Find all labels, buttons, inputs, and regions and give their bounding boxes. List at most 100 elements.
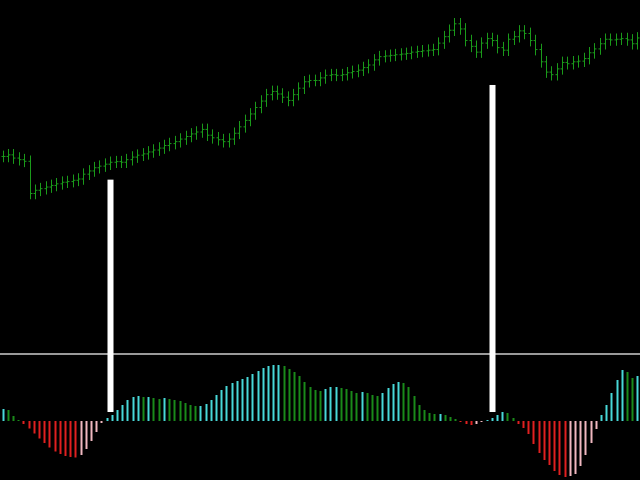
price-bar bbox=[625, 32, 630, 46]
price-bar bbox=[17, 152, 22, 166]
price-bar bbox=[296, 82, 301, 101]
price-bar bbox=[431, 43, 436, 56]
price-bar bbox=[587, 46, 592, 65]
price-bar bbox=[275, 85, 280, 100]
price-bar bbox=[97, 160, 102, 174]
price-bar bbox=[361, 61, 366, 76]
price-bar bbox=[479, 37, 484, 58]
price-bar bbox=[205, 123, 210, 142]
price-bar bbox=[167, 137, 172, 152]
signal-marker bbox=[489, 84, 496, 412]
price-bar bbox=[119, 155, 124, 169]
price-bar bbox=[415, 45, 420, 58]
price-bar bbox=[452, 18, 457, 37]
price-bar bbox=[189, 128, 194, 143]
price-bar bbox=[372, 54, 377, 71]
signal-marker bbox=[107, 179, 114, 412]
price-bar bbox=[227, 133, 232, 148]
price-bar bbox=[533, 34, 538, 56]
price-bar bbox=[399, 48, 404, 61]
price-bar bbox=[329, 68, 334, 82]
price-bar bbox=[243, 114, 248, 133]
price-bar bbox=[474, 40, 479, 58]
price-bar bbox=[124, 153, 129, 169]
price-bar bbox=[485, 32, 490, 49]
price-bar bbox=[393, 48, 398, 62]
price-bar bbox=[1, 150, 6, 163]
price-bar bbox=[157, 142, 162, 156]
price-bar bbox=[630, 34, 635, 50]
price-bar bbox=[544, 55, 549, 78]
signal-markers bbox=[107, 84, 496, 412]
price-bar bbox=[592, 43, 597, 59]
price-bar bbox=[87, 165, 92, 180]
price-bar bbox=[44, 181, 49, 195]
price-bars bbox=[1, 18, 640, 200]
price-bar bbox=[33, 184, 38, 200]
price-bar bbox=[436, 37, 441, 56]
price-bar bbox=[216, 131, 221, 146]
price-bar bbox=[539, 43, 544, 68]
price-bar bbox=[253, 101, 258, 120]
price-bar bbox=[38, 182, 43, 197]
price-bar bbox=[49, 179, 54, 193]
price-bar bbox=[71, 174, 76, 188]
price-bar bbox=[237, 121, 242, 140]
price-bar bbox=[447, 24, 452, 43]
price-bar bbox=[463, 23, 468, 47]
price-bar bbox=[404, 47, 409, 60]
price-bar bbox=[549, 66, 554, 81]
price-bar bbox=[130, 151, 135, 166]
price-bar bbox=[194, 126, 199, 140]
price-bar bbox=[92, 161, 97, 177]
price-bar bbox=[60, 176, 65, 190]
price-bar bbox=[318, 72, 323, 87]
price-bar bbox=[576, 55, 581, 68]
price-bar bbox=[28, 155, 33, 200]
price-bar bbox=[383, 50, 388, 63]
price-bar bbox=[571, 55, 576, 70]
price-bar bbox=[388, 49, 393, 62]
price-bar bbox=[232, 127, 237, 145]
price-bar bbox=[323, 69, 328, 84]
price-bar bbox=[560, 56, 565, 75]
price-bar bbox=[517, 25, 522, 43]
price-bar bbox=[313, 74, 318, 87]
price-bar bbox=[81, 168, 86, 185]
price-bar bbox=[614, 33, 619, 46]
price-bar bbox=[469, 34, 474, 53]
price-bar bbox=[162, 139, 167, 154]
price-bar bbox=[11, 149, 16, 164]
price-bar bbox=[264, 88, 269, 107]
price-bar bbox=[291, 88, 296, 107]
price-bar bbox=[350, 65, 355, 79]
price-bar bbox=[280, 88, 285, 104]
price-bar bbox=[286, 91, 291, 107]
price-bar bbox=[555, 63, 560, 81]
price-bar bbox=[635, 32, 640, 50]
price-bar bbox=[200, 123, 205, 138]
price-bar bbox=[151, 144, 156, 158]
price-bar bbox=[146, 146, 151, 160]
price-bar bbox=[259, 95, 264, 114]
price-bar bbox=[603, 33, 608, 50]
price-bar bbox=[420, 45, 425, 58]
price-bar bbox=[356, 64, 361, 78]
price-bar bbox=[522, 25, 527, 40]
price-bar bbox=[340, 68, 345, 82]
price-bar bbox=[501, 41, 506, 56]
price-bar bbox=[22, 153, 27, 168]
price-bar bbox=[442, 30, 447, 49]
oscillator-histogram bbox=[2, 365, 639, 477]
price-bar bbox=[6, 149, 11, 163]
price-bar bbox=[426, 44, 431, 57]
price-bar bbox=[54, 178, 59, 192]
price-bar bbox=[598, 37, 603, 55]
price-bar bbox=[366, 59, 371, 74]
price-bar bbox=[221, 133, 226, 148]
price-bar bbox=[608, 33, 613, 46]
price-bar bbox=[76, 173, 81, 187]
price-bar bbox=[528, 27, 533, 47]
price-bar bbox=[141, 148, 146, 161]
